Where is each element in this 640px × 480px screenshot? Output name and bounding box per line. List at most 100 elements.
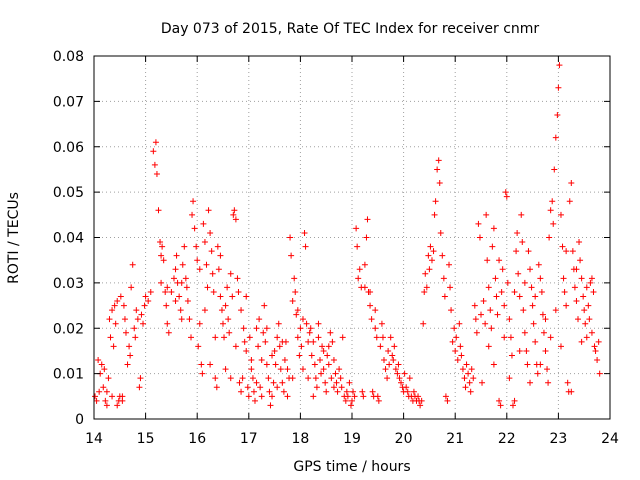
data-point [519,239,526,246]
data-point [595,338,602,345]
data-point [289,375,296,382]
data-point [587,279,594,286]
data-point [404,388,411,395]
data-point [503,193,510,200]
data-point [344,393,351,400]
data-point [452,347,459,354]
data-point [280,388,287,395]
data-point [530,320,537,327]
data-point [131,325,138,332]
data-point [210,288,217,295]
data-point [360,393,367,400]
y-tick-label: 0 [75,412,84,428]
data-point [351,393,358,400]
y-tick-label: 0.01 [53,367,84,383]
data-point [427,243,434,250]
data-point [258,357,265,364]
data-point [372,325,379,332]
data-point [235,288,242,295]
data-point [305,338,312,345]
data-point [525,248,532,255]
data-point [194,257,201,264]
data-point [372,307,379,314]
data-point [329,338,336,345]
data-point [516,347,523,354]
data-point [160,257,167,264]
data-point [494,311,501,318]
data-point [583,334,590,341]
y-tick-label: 0.08 [53,49,84,65]
data-point [129,261,136,268]
data-point [145,298,152,305]
data-point [291,275,298,282]
data-point [521,279,528,286]
data-point [246,334,253,341]
data-point [221,334,228,341]
data-point [177,307,184,314]
data-point [444,397,451,404]
data-point [126,343,133,350]
data-point [313,384,320,391]
data-point [350,388,357,395]
data-point [165,329,172,336]
data-point [269,352,276,359]
x-tick-label: 23 [549,431,567,447]
data-point [212,375,219,382]
data-point [382,366,389,373]
data-point [310,393,317,400]
data-point [195,343,202,350]
data-point [389,352,396,359]
data-point [105,375,112,382]
data-point [173,252,180,259]
data-point [359,388,366,395]
data-point [518,211,525,218]
data-point [422,270,429,277]
data-point [172,266,179,273]
data-point [583,284,590,291]
data-point [347,402,354,409]
data-point [528,284,535,291]
data-point [241,338,248,345]
data-point [253,379,260,386]
x-tick-label: 20 [395,431,413,447]
data-point [199,370,206,377]
data-point [385,347,392,354]
data-point [307,325,314,332]
data-point [392,366,399,373]
data-point [436,180,443,187]
data-point [229,293,236,300]
data-point [552,307,559,314]
data-point [201,239,208,246]
data-point [461,375,468,382]
data-point [492,275,499,282]
data-point [222,302,229,309]
data-point [410,388,417,395]
data-point [281,357,288,364]
data-point [451,325,458,332]
data-point [213,384,220,391]
data-point [178,316,185,323]
data-point [312,375,319,382]
data-point [384,375,391,382]
data-point [449,338,456,345]
data-point [262,338,269,345]
data-point [471,302,478,309]
data-point [489,243,496,250]
data-point [420,320,427,327]
data-point [248,357,255,364]
data-point [205,207,212,214]
data-point [490,225,497,232]
data-point [470,375,477,382]
data-point [107,334,114,341]
data-point [315,334,322,341]
data-point [401,370,408,377]
data-point [423,284,430,291]
data-point [336,366,343,373]
data-point [493,293,500,300]
data-point [506,375,513,382]
data-point [124,361,131,368]
data-point [369,388,376,395]
data-point [521,329,528,336]
data-point [225,316,232,323]
data-point [586,316,593,323]
